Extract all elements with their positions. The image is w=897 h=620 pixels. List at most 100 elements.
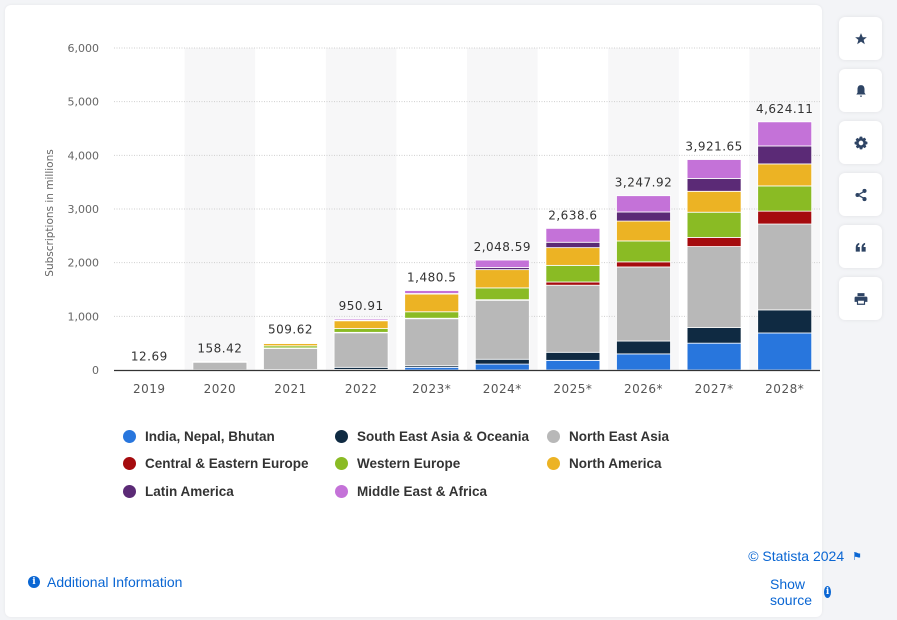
bar-segment[interactable] [686,159,742,179]
bar-segment[interactable] [686,327,742,344]
bar-segment[interactable] [616,220,671,242]
bar-segment[interactable] [616,266,671,342]
star-icon [854,32,867,44]
legend-label: Middle East & Africa [357,484,488,499]
bar-segment[interactable] [757,121,813,147]
legend-item[interactable]: South East Asia & Oceania [335,429,529,444]
legend-item[interactable]: India, Nepal, Bhutan [123,429,275,444]
statista-credit[interactable]: © Statista 2024 ⚑ [748,548,862,564]
bar-segment[interactable] [686,246,742,329]
x-tick-label: 2025* [553,382,592,396]
bar-segment[interactable] [616,340,671,355]
bar-segment[interactable] [545,247,601,266]
bar-segment[interactable] [686,237,742,247]
legend-item[interactable]: Latin America [123,484,234,499]
bar-segment[interactable] [263,342,318,344]
bar-segment[interactable] [404,293,460,313]
y-tick-label: 5,000 [68,96,100,109]
share-icon [854,188,867,201]
notification-button[interactable] [839,69,882,112]
bar-segment[interactable] [757,223,813,311]
bar-segment[interactable] [616,195,671,213]
bar-segment[interactable] [686,178,742,192]
bar-segment[interactable] [121,368,177,371]
bar-segment[interactable] [757,332,813,371]
bar-segment[interactable] [474,358,530,365]
info-icon: i [824,586,832,598]
total-label: 3,921.65 [685,140,742,154]
bar-segment[interactable] [616,211,671,222]
bar-segment[interactable] [757,210,813,225]
chart-card: 0 1,000 2,000 3,000 4,000 5,000 6,000 Subscrip… [5,5,862,617]
x-tick-label: 2019 [133,382,166,396]
legend-label: Central & Eastern Europe [145,456,309,471]
bar-segment[interactable] [686,342,742,371]
legend-item[interactable]: Central & Eastern Europe [123,456,309,471]
legend-marker [335,430,348,443]
share-button[interactable] [839,173,882,216]
total-label: 509.62 [268,323,313,337]
bar-segment[interactable] [757,309,813,334]
bar-segment[interactable] [333,332,389,368]
bar-segment[interactable] [545,241,601,249]
bar-segment[interactable] [545,351,601,361]
legend-item[interactable]: North America [547,456,662,471]
y-tick-label: 1,000 [68,310,100,323]
legend-marker [123,430,136,443]
print-button[interactable] [839,277,882,320]
y-axis-ticks: 0 1,000 2,000 3,000 4,000 5,000 6,000 [68,42,100,377]
legend-item[interactable]: North East Asia [547,429,669,444]
bar-segment[interactable] [474,299,530,360]
bar-segment[interactable] [757,163,813,187]
y-tick-label: 6,000 [68,42,100,55]
bar-segment[interactable] [757,185,813,212]
cite-button[interactable] [839,225,882,268]
favorite-button[interactable] [839,17,882,60]
total-label: 12.69 [131,349,168,363]
legend-marker [123,457,136,470]
bar-segment[interactable] [545,359,601,371]
total-label: 158.42 [197,341,242,355]
bar-segment[interactable] [616,353,671,371]
credit-text: © Statista 2024 [748,548,845,564]
bar-segment[interactable] [404,290,460,294]
bar-segment[interactable] [192,361,248,371]
legend-marker [547,457,560,470]
bar-segment[interactable] [616,261,671,268]
bar-segment[interactable] [404,318,460,367]
bar-segment[interactable] [333,320,389,329]
bar-segment[interactable] [474,259,530,268]
settings-button[interactable] [839,121,882,164]
total-label: 2,048.59 [474,240,531,254]
bar-segment[interactable] [263,347,318,370]
bar-segment[interactable] [545,264,601,283]
side-toolbar [839,17,882,329]
bar-segment[interactable] [474,269,530,289]
additional-information-link[interactable]: i Additional Information [28,574,182,590]
bar-segment[interactable] [757,145,813,165]
legend-item[interactable]: Western Europe [335,456,460,471]
grid-lines [114,47,820,317]
bar-segment[interactable] [474,363,530,371]
bar-segment[interactable] [404,311,460,319]
y-tick-label: 2,000 [68,257,100,270]
legend-label: South East Asia & Oceania [357,429,530,444]
bar-segment[interactable] [333,328,389,333]
bar-segment[interactable] [616,240,671,263]
bar-segment[interactable] [192,361,248,363]
show-source-link[interactable]: Show source i [770,576,832,608]
bell-icon [855,84,866,97]
bar-segment[interactable] [545,284,601,353]
bar-segment[interactable] [686,190,742,213]
total-labels: 12.69 158.42 509.62 950.91 1,480.5 2,048.59 2,… [131,102,813,363]
legend-marker [335,457,348,470]
bar-segment[interactable] [545,281,601,286]
chart: 0 1,000 2,000 3,000 4,000 5,000 6,000 Subscrip… [44,42,820,396]
bar-segment[interactable] [333,318,389,321]
bar-segment[interactable] [686,211,742,238]
info-icon: i [28,576,40,588]
bar-segment[interactable] [474,287,530,301]
bar-segment[interactable] [545,227,601,243]
legend-item[interactable]: Middle East & Africa [335,484,487,499]
bar-segment[interactable] [404,366,460,371]
